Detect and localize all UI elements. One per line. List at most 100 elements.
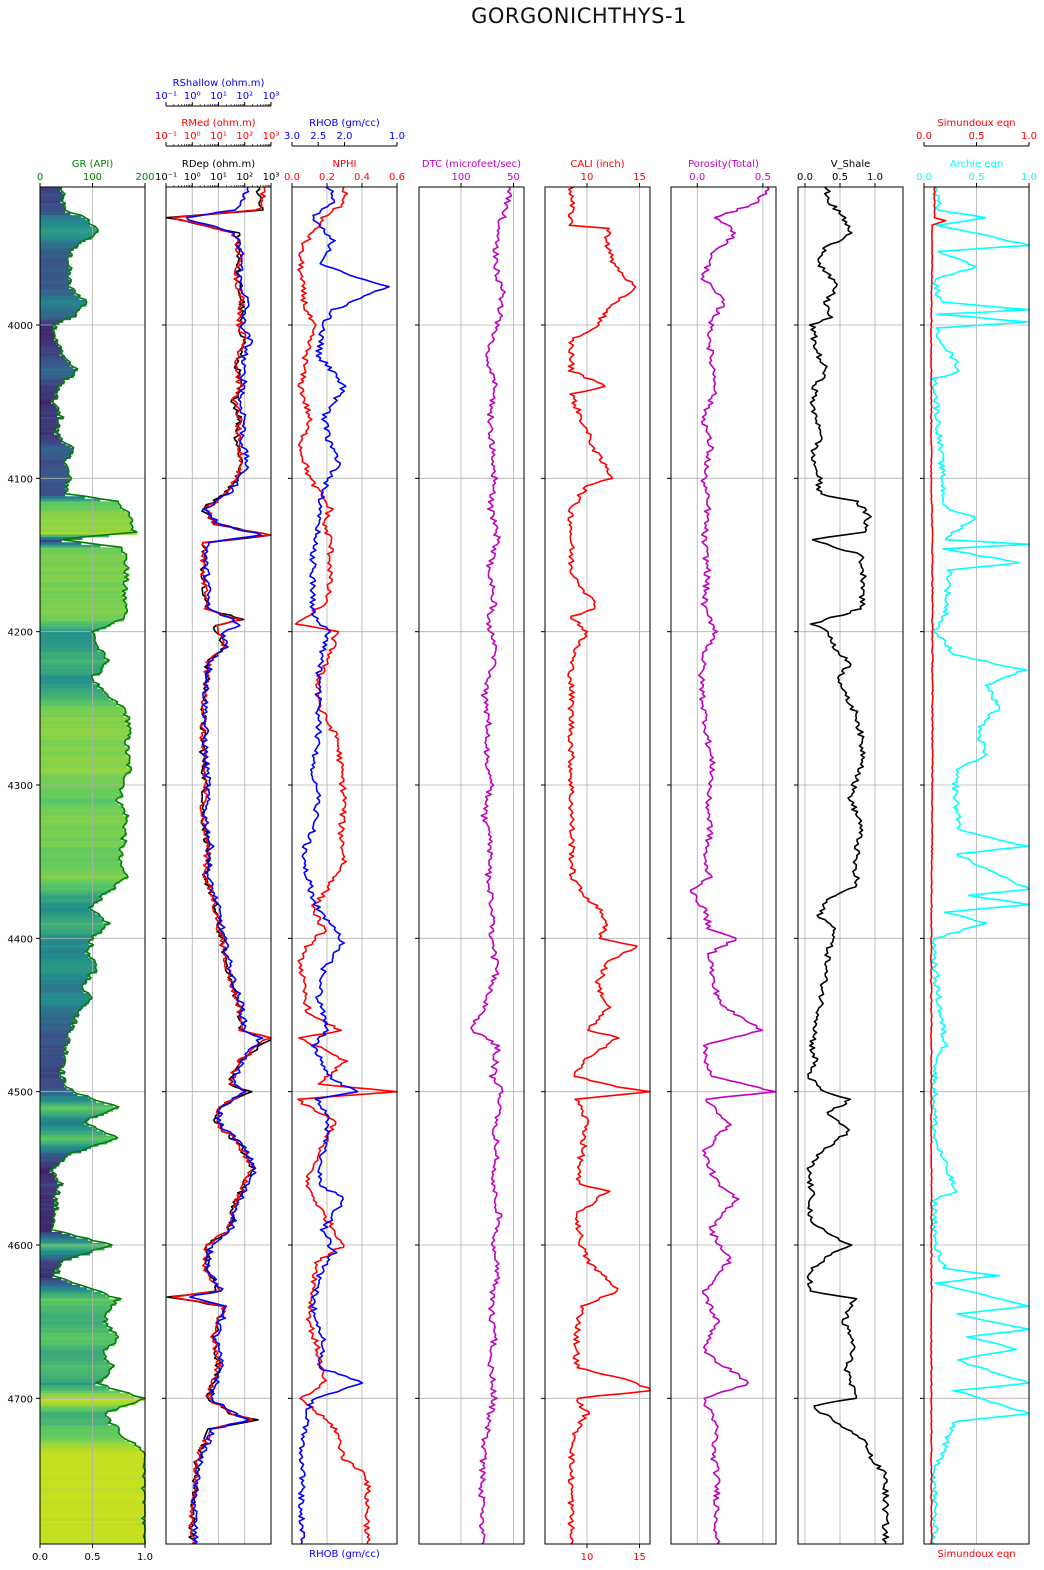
gr-fill-band [40,660,110,663]
gr-fill-band [40,800,116,803]
gr-fill-band [40,1161,60,1165]
gr-fill-band [40,1098,91,1101]
gr-fill-band [40,384,62,387]
gr-fill-band [40,1341,117,1344]
curve-gr-0 [48,186,146,1544]
gr-fill-band [40,834,127,837]
tick-label: 10¹ [210,91,227,102]
gr-fill-band [40,228,98,232]
gr-fill-band [40,1374,109,1377]
gr-fill-band [40,1345,109,1349]
gr-fill-band [40,1177,56,1180]
gr-fill-band [40,657,105,661]
gr-fill-band [40,955,89,959]
depth-label: 4500 [8,1088,33,1099]
gr-fill-band [40,881,120,884]
gr-fill-band [40,1273,55,1276]
gr-fill-band [40,205,65,208]
tick-label: 0.4 [354,172,370,183]
gr-fill-band [40,215,82,218]
gr-fill-band [40,523,131,526]
gr-fill-band [40,1323,108,1327]
gr-fill-band [40,1015,79,1018]
gr-fill-band [40,1452,144,1455]
tick-label: 15 [633,172,646,183]
gr-fill-band [40,1218,54,1222]
gr-fill-band [40,916,101,919]
gr-fill-band [40,1305,112,1309]
gr-fill-band [40,1347,109,1351]
gr-fill-band [40,534,110,538]
gr-fill-band [40,1124,89,1128]
gr-fill-band [40,820,127,823]
gr-fill-band [40,478,72,481]
axis-label-bottom: Simundoux eqn [937,1549,1015,1560]
gr-fill-band [40,804,123,808]
gr-fill-band [40,708,125,711]
gr-fill-band [40,684,100,687]
gr-fill-band [40,1282,73,1286]
gr-fill-band [40,1321,104,1325]
gr-fill-band [40,739,126,743]
gr-fill-band [40,239,86,243]
gr-fill-band [40,1111,109,1114]
gr-fill-band [40,295,80,298]
gr-fill-band [40,1312,107,1316]
gr-fill-band [40,403,55,407]
gr-fill-band [40,1465,144,1468]
gr-fill-band [40,979,86,983]
gr-fill-band [40,527,133,531]
gr-fill-band [40,1050,65,1053]
gr-fill-band [40,1181,58,1184]
gr-fill-band [40,487,66,490]
tick-label: 10² [236,91,253,102]
gr-fill-band [40,344,59,348]
gr-fill-band [40,838,122,842]
gr-fill-band [40,353,60,356]
gr-fill-band [40,717,130,720]
curve-name-label: RShallow (ohm.m) [173,78,265,89]
gr-fill-band [40,261,69,264]
gr-fill-band [40,793,122,797]
gr-fill-band [40,1242,106,1246]
track-frame [797,186,904,1545]
gr-fill-band [40,1183,64,1187]
gr-fill-band [40,349,61,352]
gr-fill-band [40,789,120,792]
gr-fill-band [40,662,107,665]
gr-fill-band [40,850,120,853]
gr-fill-band [40,1332,117,1336]
gr-fill-band [40,226,96,229]
gr-fill-band [40,817,126,821]
gr-fill-band [40,286,70,290]
gr-fill-band [40,725,128,729]
gr-fill-band [40,940,90,944]
gr-fill-band [40,518,133,522]
gr-fill-band [40,436,60,440]
gr-fill-band [40,1159,65,1163]
gr-fill-band [40,284,68,287]
gr-fill-band [40,489,69,492]
gr-fill-band [40,951,86,954]
gr-fill-band [40,503,119,507]
gr-fill-band [40,836,124,839]
gr-fill-band [40,1089,73,1092]
gr-fill-band [40,1032,68,1036]
gr-fill-band [40,969,96,972]
gr-fill-band [40,1369,110,1373]
gr-fill-band [40,342,57,346]
gr-fill-band [40,308,80,312]
gr-fill-band [40,829,126,833]
gr-fill-band [40,480,70,484]
gr-fill-band [40,417,64,420]
gr-fill-band [40,845,125,849]
gr-fill-band [40,482,66,486]
gr-fill-band [40,1378,104,1382]
gr-fill-band [40,556,127,560]
gr-fill-band [40,233,96,236]
curve-res-2 [185,186,264,1545]
gr-fill-band [40,410,59,413]
gr-fill-band [40,1006,84,1009]
curve-vshale-0 [806,186,890,1544]
gr-fill-band [40,1420,111,1424]
